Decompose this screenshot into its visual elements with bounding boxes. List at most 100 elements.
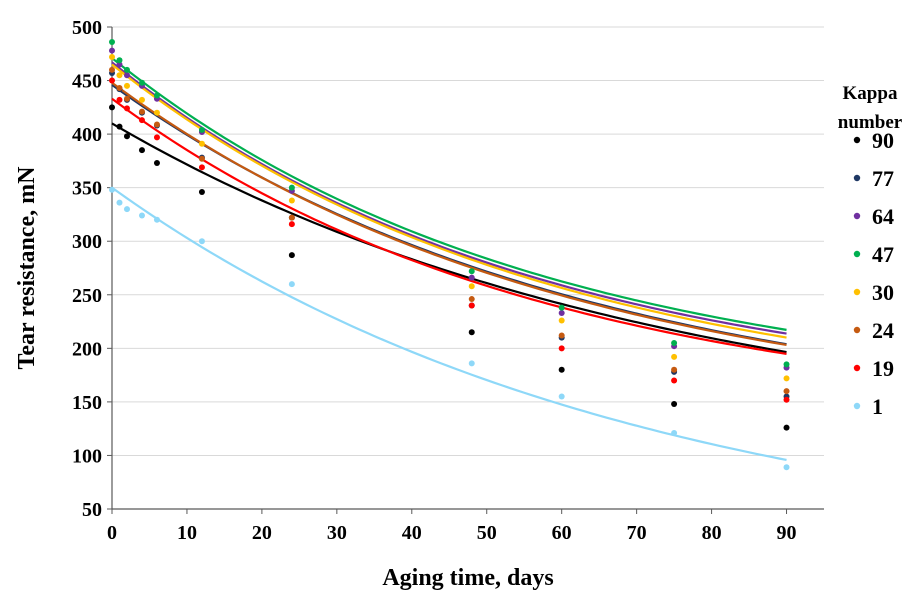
data-point-30 bbox=[138, 96, 145, 103]
data-point-64 bbox=[558, 309, 565, 316]
legend-marker-24 bbox=[853, 326, 861, 334]
fit-curve-24 bbox=[111, 81, 787, 347]
data-point-19 bbox=[783, 396, 790, 403]
data-point-30 bbox=[671, 353, 678, 360]
data-point-90 bbox=[783, 424, 790, 431]
data-point-19 bbox=[288, 221, 295, 228]
y-tick-label: 200 bbox=[72, 338, 102, 360]
legend-marker-77 bbox=[853, 174, 861, 182]
data-point-30 bbox=[468, 283, 475, 290]
data-point-19 bbox=[138, 117, 145, 124]
data-point-47 bbox=[288, 184, 295, 191]
x-tick-label: 70 bbox=[627, 522, 647, 544]
y-tick-label: 350 bbox=[72, 178, 102, 200]
fit-curve-47 bbox=[111, 57, 787, 331]
data-point-24 bbox=[671, 366, 678, 373]
data-point-19 bbox=[153, 134, 160, 141]
data-point-47 bbox=[123, 66, 130, 73]
data-point-47 bbox=[116, 57, 123, 64]
data-point-30 bbox=[116, 72, 123, 79]
y-tick-label: 400 bbox=[72, 124, 102, 146]
data-point-24 bbox=[198, 155, 205, 162]
x-tick-label: 50 bbox=[477, 522, 497, 544]
data-point-90 bbox=[109, 104, 115, 111]
data-point-24 bbox=[783, 388, 790, 395]
fit-curve-30 bbox=[111, 63, 787, 339]
data-point-90 bbox=[468, 329, 475, 336]
y-tick-label: 300 bbox=[72, 231, 102, 253]
y-axis-title: Tear resistance, mN bbox=[14, 166, 40, 370]
data-point-30 bbox=[783, 375, 790, 382]
data-point-47 bbox=[153, 92, 160, 99]
data-point-1 bbox=[558, 393, 565, 400]
data-point-24 bbox=[109, 66, 115, 73]
data-point-19 bbox=[468, 302, 475, 309]
data-point-47 bbox=[558, 304, 565, 311]
legend-label-19: 19 bbox=[872, 356, 894, 381]
data-point-90 bbox=[558, 366, 565, 373]
data-point-24 bbox=[116, 85, 123, 92]
x-tick-label: 80 bbox=[702, 522, 722, 544]
legend-title-line-2: number bbox=[838, 112, 903, 133]
x-axis-title: Aging time, days bbox=[382, 565, 553, 591]
data-point-1 bbox=[153, 216, 160, 223]
data-point-90 bbox=[138, 147, 145, 154]
data-point-24 bbox=[288, 214, 295, 221]
data-point-19 bbox=[109, 77, 115, 84]
x-tick-label: 40 bbox=[402, 522, 422, 544]
data-point-90 bbox=[198, 188, 205, 195]
data-point-1 bbox=[783, 464, 790, 471]
legend-title-line-1: Kappa bbox=[843, 83, 898, 104]
data-point-30 bbox=[123, 82, 130, 89]
data-point-24 bbox=[123, 95, 130, 102]
x-tick-label: 60 bbox=[552, 522, 572, 544]
data-point-30 bbox=[198, 140, 205, 147]
y-tick-label: 50 bbox=[82, 499, 102, 521]
data-point-30 bbox=[109, 53, 115, 60]
data-point-90 bbox=[288, 252, 295, 259]
data-point-64 bbox=[116, 61, 123, 68]
data-point-64 bbox=[468, 274, 475, 281]
data-point-90 bbox=[116, 123, 123, 130]
y-tick-label: 100 bbox=[72, 445, 102, 467]
data-point-47 bbox=[109, 38, 115, 45]
legend-marker-90 bbox=[853, 136, 861, 144]
data-point-64 bbox=[109, 47, 115, 54]
legend-label-90: 90 bbox=[872, 128, 894, 153]
data-point-24 bbox=[468, 296, 475, 303]
legend-label-1: 1 bbox=[872, 394, 883, 419]
x-tick-label: 0 bbox=[107, 522, 117, 544]
data-point-47 bbox=[198, 126, 205, 133]
data-point-90 bbox=[671, 401, 678, 408]
legend-label-64: 64 bbox=[872, 204, 894, 229]
data-point-90 bbox=[123, 133, 130, 140]
y-tick-label: 250 bbox=[72, 285, 102, 307]
data-point-19 bbox=[558, 345, 565, 352]
data-point-24 bbox=[558, 332, 565, 339]
y-tick-label: 150 bbox=[72, 392, 102, 414]
data-point-1 bbox=[138, 212, 145, 219]
legend-marker-1 bbox=[853, 402, 861, 410]
data-point-47 bbox=[468, 268, 475, 275]
y-tick-label: 450 bbox=[72, 71, 102, 93]
fit-curve-19 bbox=[111, 97, 787, 355]
data-point-24 bbox=[138, 108, 145, 115]
x-tick-label: 90 bbox=[777, 522, 797, 544]
data-point-1 bbox=[671, 429, 678, 436]
data-point-19 bbox=[123, 105, 130, 112]
x-tick-label: 30 bbox=[327, 522, 347, 544]
data-point-47 bbox=[138, 79, 145, 86]
data-point-1 bbox=[109, 186, 115, 193]
y-tick-label: 500 bbox=[72, 17, 102, 39]
legend-marker-64 bbox=[853, 212, 861, 220]
data-point-30 bbox=[288, 197, 295, 204]
data-point-1 bbox=[116, 199, 123, 206]
legend-marker-19 bbox=[853, 364, 861, 372]
data-point-30 bbox=[153, 109, 160, 116]
data-point-1 bbox=[468, 360, 475, 367]
fit-curve-90 bbox=[111, 122, 787, 354]
data-point-1 bbox=[288, 281, 295, 288]
data-point-47 bbox=[671, 339, 678, 346]
